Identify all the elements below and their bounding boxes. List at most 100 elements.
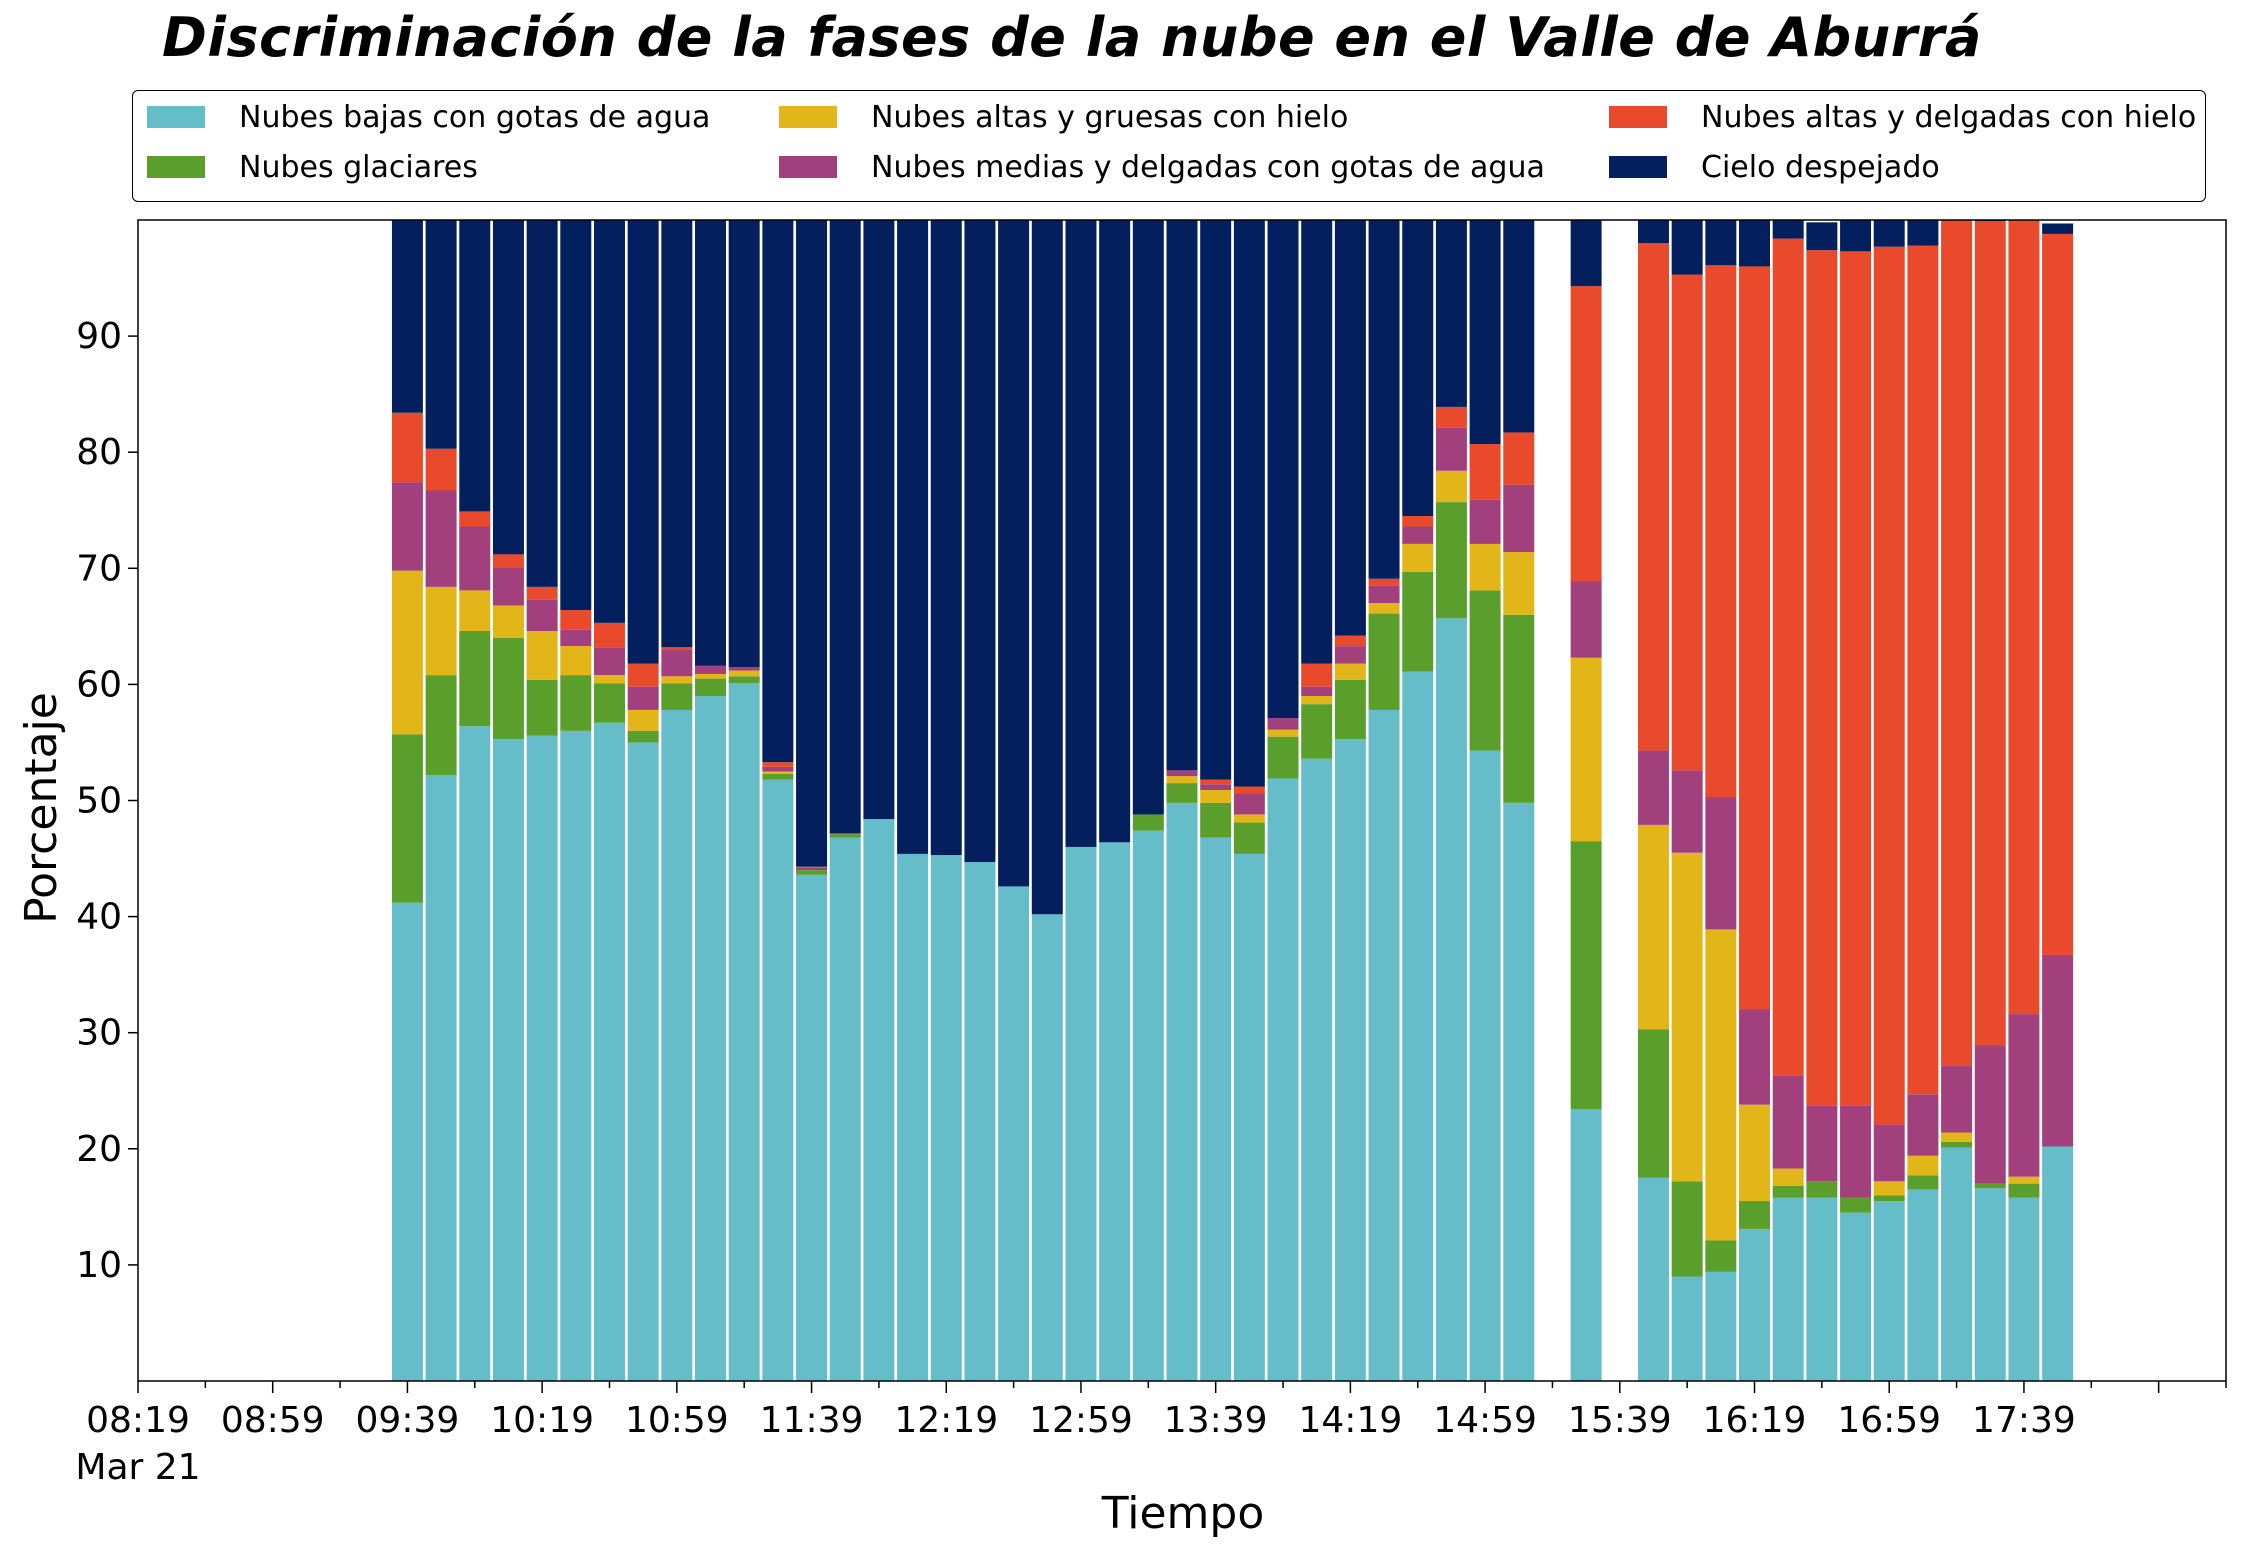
bar-segment [1233,853,1265,1381]
bar-segment [627,709,659,731]
bar-segment [627,742,659,1381]
bar-segment [492,738,524,1381]
bar-segment [1435,406,1467,428]
bar-segment [1772,238,1804,1076]
x-tick-label: 12:59 [1029,1400,1133,1441]
bar-segment [998,886,1030,1381]
x-tick-label: 16:59 [1837,1400,1941,1441]
bar-segment [796,867,828,871]
bar-segment [829,833,861,835]
bar-segment [1402,516,1434,527]
legend-swatch [1609,156,1667,178]
bar-segment [1402,543,1434,572]
x-tick-label: 15:39 [1568,1400,1672,1441]
bar-segment [1974,1183,2006,1189]
bar-segment [1334,663,1366,680]
bar-segment [1267,778,1299,1381]
bar-segment [1267,736,1299,779]
bar-segment [1637,1177,1669,1381]
legend-label: Nubes medias y delgadas con gotas de agu… [871,149,1545,185]
x-tick-label: 14:19 [1299,1400,1403,1441]
bar-segment [1031,914,1063,1381]
bar-segment [1705,1240,1737,1272]
bar-segment [1368,613,1400,710]
bar-segment [728,676,760,684]
bar-segment [829,837,861,1381]
bar-segment [1570,657,1602,842]
bar-segment [1166,220,1198,771]
bar-segment [998,220,1030,887]
bar-segment [1368,220,1400,579]
legend-label: Nubes glaciares [239,149,478,185]
bar-segment [1570,581,1602,658]
legend-item-glaciated: Nubes glaciares [147,147,478,187]
bar-segment [391,570,423,735]
bar-segment [1671,220,1703,275]
bar-segment [1132,220,1164,815]
bar-segment [1637,243,1669,751]
bar-segment [391,902,423,1381]
legend-swatch [1609,106,1667,128]
bar-segment [1469,750,1501,1381]
bar-segment [1200,779,1232,785]
legend-label: Nubes altas y gruesas con hielo [871,99,1349,135]
bar-segment [560,730,592,1381]
bar-segment [1570,841,1602,1110]
x-tick-label: 14:59 [1433,1400,1537,1441]
bar-segment [1233,220,1265,787]
bar-segment [425,774,457,1381]
bar-segment [627,686,659,710]
bar-segment [1099,842,1131,1381]
bar-segment [2008,1176,2040,1184]
y-axis-title: Porcentaje [16,692,67,924]
x-tick-label: 12:19 [894,1400,998,1441]
bar-segment [1873,1181,1905,1196]
bar-segment [762,779,794,1381]
bar-segment [1065,220,1097,847]
bar-segment [459,526,491,591]
bar-segment [560,646,592,676]
bar-segment [425,586,457,676]
bar-segment [593,683,625,723]
legend-item-low-water: Nubes bajas con gotas de agua [147,97,710,137]
bar-segment [1166,776,1198,784]
bar-segment [1873,220,1905,247]
bar-segment [1907,1094,1939,1156]
bar-segment [2008,1197,2040,1381]
bar-segment [897,853,929,1381]
bar-segment [1671,1276,1703,1381]
bar-segment [762,762,794,767]
bar-segment [526,586,558,600]
bar-segment [391,412,423,483]
bar-segment [1368,709,1400,1381]
bar-segment [1233,786,1265,794]
bar-segment [526,735,558,1381]
bar-segment [391,220,423,413]
bar-segment [695,220,726,666]
bar-segment [492,605,524,638]
bar-segment [762,773,794,780]
legend: Nubes bajas con gotas de agua Nubes glac… [132,90,2206,202]
bar-segment [1503,552,1535,615]
bar-segment [1031,220,1063,915]
x-tick-label: 08:59 [221,1400,325,1441]
bar-segment [1671,1181,1703,1277]
legend-item-clear-sky: Cielo despejado [1609,147,1940,187]
bar-segment [1334,635,1366,647]
bar-segment [1301,758,1333,1381]
bar-segment [796,866,828,868]
bars-layer [391,220,2074,1381]
bar-segment [1907,245,1939,1095]
bar-segment [897,220,929,854]
bar-segment [1402,671,1434,1381]
bar-segment [796,220,828,867]
bar-segment [1368,585,1400,604]
bar-segment [964,220,996,863]
bar-segment [1233,822,1265,854]
bar-segment [1200,220,1232,780]
bar-segment [1907,1175,1939,1190]
bar-segment [728,220,760,667]
bar-segment [1739,1228,1770,1381]
bar-segment [930,855,962,1381]
legend-swatch [779,106,837,128]
